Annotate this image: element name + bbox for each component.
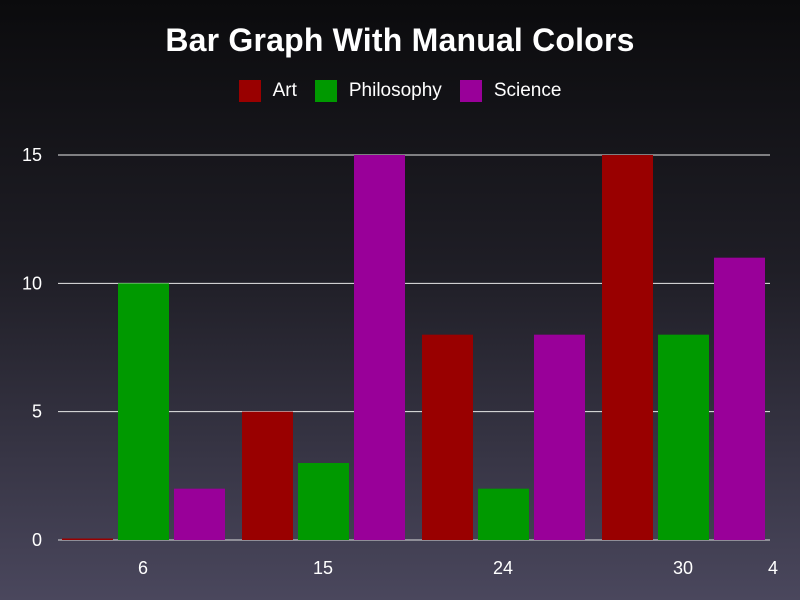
bar-philosophy-30[interactable] <box>658 334 709 540</box>
legend-label-science: Science <box>493 80 562 101</box>
legend-swatch-science <box>459 80 482 102</box>
bar-science-30[interactable] <box>714 257 765 540</box>
x-tick-label-extra: 4 <box>768 558 778 578</box>
y-tick-label: 5 <box>32 402 42 422</box>
bar-art-6[interactable] <box>62 538 113 541</box>
y-axis: 0 5 10 15 <box>22 145 42 550</box>
x-tick-label: 6 <box>138 558 148 578</box>
bar-philosophy-15[interactable] <box>298 463 349 540</box>
legend: Art Philosophy Science <box>0 80 800 102</box>
bar-art-24[interactable] <box>422 334 473 540</box>
x-tick-label: 24 <box>493 558 513 578</box>
legend-item-science[interactable]: Science <box>459 80 562 102</box>
bar-science-15[interactable] <box>354 155 405 540</box>
bar-science-6[interactable] <box>174 488 225 540</box>
legend-label-art: Art <box>272 80 297 101</box>
legend-swatch-philosophy <box>314 80 337 102</box>
legend-item-art[interactable]: Art <box>238 80 297 102</box>
bar-science-24[interactable] <box>534 334 585 540</box>
x-tick-label: 30 <box>673 558 693 578</box>
legend-item-philosophy[interactable]: Philosophy <box>314 80 442 102</box>
x-tick-label: 15 <box>313 558 333 578</box>
legend-label-philosophy: Philosophy <box>348 80 442 101</box>
legend-swatch-art <box>238 80 261 102</box>
y-tick-label: 10 <box>22 273 42 293</box>
bar-art-15[interactable] <box>242 411 293 540</box>
bar-art-30[interactable] <box>602 155 653 540</box>
bars <box>62 155 765 540</box>
y-tick-label: 15 <box>22 145 42 165</box>
chart-title: Bar Graph With Manual Colors <box>165 22 635 58</box>
bar-philosophy-6[interactable] <box>118 283 169 540</box>
bar-philosophy-24[interactable] <box>478 488 529 540</box>
y-tick-label: 0 <box>32 530 42 550</box>
x-axis: 6 15 24 30 4 <box>138 558 778 578</box>
